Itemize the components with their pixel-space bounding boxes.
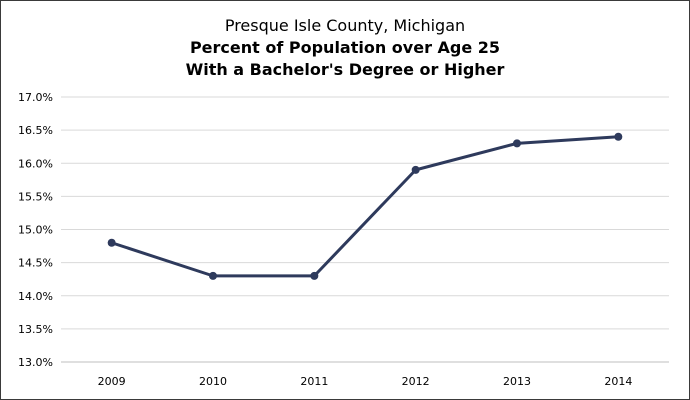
data-point [107, 238, 116, 247]
chart-title-line-3: With a Bachelor's Degree or Higher [185, 60, 505, 79]
series-line [111, 135, 619, 278]
x-tick-label: 2011 [300, 375, 328, 388]
chart-title-line-2: Percent of Population over Age 25 [189, 38, 501, 57]
data-point [310, 271, 319, 280]
x-tick-label: 2014 [604, 375, 632, 388]
y-tick-label: 13.0% [18, 356, 53, 369]
y-tick-label: 14.0% [18, 290, 53, 303]
y-tick-label: 13.5% [18, 323, 53, 336]
x-tick-label: 2009 [98, 375, 126, 388]
y-tick-label: 16.0% [18, 157, 53, 170]
data-point [513, 139, 521, 148]
x-tick-label: 2012 [402, 375, 430, 388]
data-point [209, 271, 217, 280]
y-tick-label: 17.0% [18, 91, 53, 104]
data-point [411, 165, 420, 174]
y-tick-label: 15.5% [18, 190, 53, 203]
data-point [614, 132, 623, 141]
x-tick-label: 2010 [199, 375, 227, 388]
y-tick-label: 14.5% [18, 257, 53, 270]
x-tick-label: 2013 [503, 375, 531, 388]
chart-title: Presque Isle County, Michigan Percent of… [1, 15, 689, 81]
y-tick-label: 16.5% [18, 124, 53, 137]
y-tick-label: 15.0% [18, 224, 53, 237]
chart-title-line-1: Presque Isle County, Michigan [224, 16, 466, 35]
